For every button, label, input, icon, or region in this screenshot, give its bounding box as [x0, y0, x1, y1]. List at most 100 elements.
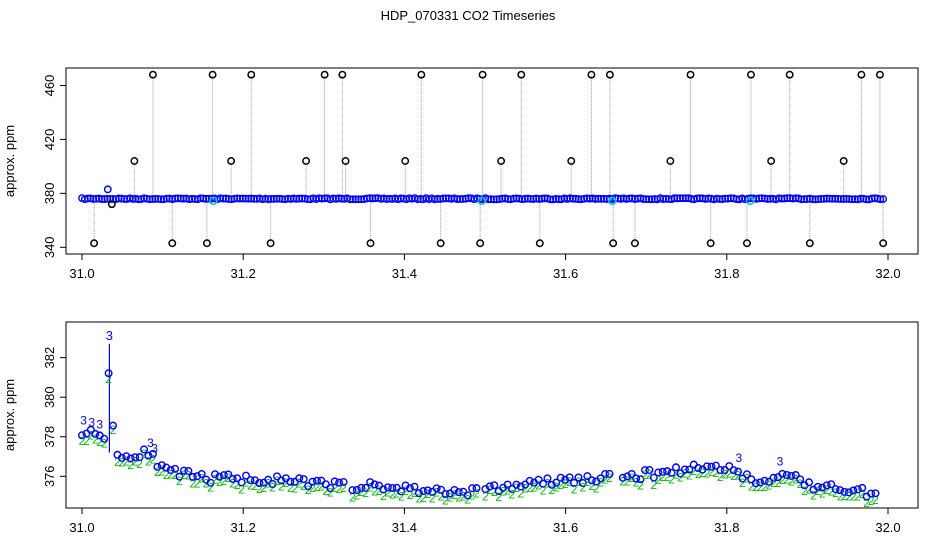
baseline-point	[856, 194, 865, 203]
baseline-point	[879, 195, 888, 203]
series-3-point	[756, 478, 765, 487]
series-2-mark: 2	[327, 485, 334, 499]
series-2-mark: 2	[176, 474, 183, 488]
series-3-point	[658, 467, 667, 476]
baseline-point	[834, 194, 842, 203]
series-2-mark: 2	[256, 482, 263, 496]
series-2-mark: 2	[642, 468, 649, 482]
y-axis-label: approx. ppm	[2, 379, 17, 451]
baseline-point	[662, 194, 670, 203]
series-2-mark: 2	[433, 486, 440, 500]
baseline-point	[639, 195, 648, 203]
baseline-point	[365, 194, 374, 203]
series-2-mark: 2	[287, 481, 294, 495]
series-3-point	[348, 486, 357, 495]
baseline-point	[535, 195, 543, 203]
baseline-point	[430, 195, 439, 204]
series-3-point	[104, 369, 113, 378]
baseline-point	[439, 194, 447, 203]
baseline-point	[820, 194, 828, 203]
series-3-point	[645, 465, 654, 474]
series-3-point	[649, 473, 658, 482]
spike-point	[208, 70, 217, 79]
baseline-point	[757, 194, 766, 203]
baseline-point	[117, 194, 126, 203]
series-3-point	[858, 483, 867, 492]
series-3-mark: 3	[106, 328, 113, 343]
series-2-mark: 2	[854, 490, 861, 504]
series-2-mark: 2	[584, 475, 591, 489]
spike-point	[879, 239, 888, 248]
series-2-mark: 2	[367, 481, 374, 495]
baseline-point	[814, 195, 823, 204]
baseline-point	[523, 194, 532, 203]
series-3-point	[618, 473, 627, 482]
series-2-mark: 2	[637, 478, 644, 492]
series-2-mark: 2	[145, 455, 152, 469]
series-2-mark: 2	[846, 490, 853, 504]
series-3-point	[583, 472, 592, 481]
series-2-mark: 2	[797, 477, 804, 491]
series-2-mark: 2	[801, 484, 808, 498]
series-3-point	[694, 464, 703, 473]
series-3-point	[853, 485, 862, 494]
cyan-point	[745, 196, 755, 206]
series-3-point	[175, 472, 184, 481]
baseline-point	[174, 194, 182, 203]
baseline-point	[300, 194, 309, 203]
series-3-point	[197, 470, 206, 479]
baseline-point	[687, 194, 696, 203]
spike-point	[605, 70, 614, 79]
baseline-point	[526, 195, 535, 203]
x-tick-label: 31.4	[392, 266, 417, 281]
baseline-point	[151, 195, 160, 203]
series-2-mark: 2	[744, 472, 751, 486]
baseline-point	[788, 194, 797, 203]
y-tick-label: 460	[42, 75, 57, 97]
series-2-mark: 2	[593, 482, 600, 496]
baseline-point	[185, 195, 194, 204]
x-tick-label: 32.0	[875, 520, 900, 535]
series-2-mark: 2	[659, 470, 666, 484]
baseline-point	[568, 194, 577, 203]
series-2-mark: 2	[336, 482, 343, 496]
series-3-point	[140, 445, 149, 454]
x-tick-label: 31.0	[69, 266, 94, 281]
series-3-point	[636, 475, 645, 484]
series-2-mark: 2	[247, 478, 254, 492]
baseline-point	[817, 195, 826, 203]
series-2-mark: 2	[460, 489, 467, 503]
series-2-mark: 2	[553, 481, 560, 495]
series-3-point	[490, 481, 499, 490]
series-2-mark: 2	[331, 481, 338, 495]
series-3-point	[844, 488, 853, 497]
series-3-point	[725, 462, 734, 471]
baseline-point	[148, 195, 157, 203]
series-3-point	[751, 479, 760, 488]
series-3-point	[330, 477, 339, 486]
series-2-mark: 2	[531, 480, 538, 494]
series-3-point	[419, 487, 428, 496]
baseline-point	[244, 194, 253, 203]
series-2-mark: 2	[535, 478, 542, 492]
y-tick-label: 420	[42, 129, 57, 151]
series-3-point	[747, 475, 756, 484]
baseline-point	[566, 194, 574, 203]
series-3-point	[423, 486, 432, 495]
baseline-point	[142, 194, 151, 203]
baseline-point	[549, 195, 558, 204]
series-2-mark: 2	[291, 481, 298, 495]
baseline-point	[100, 195, 109, 203]
series-2-mark: 2	[371, 484, 378, 498]
series-3-point	[406, 484, 415, 493]
series-2-mark: 2	[243, 476, 250, 490]
series-2-mark: 2	[779, 473, 786, 487]
spike-point	[630, 239, 639, 248]
series-2-mark: 2	[123, 455, 130, 469]
series-2-mark: 2	[469, 489, 476, 503]
series-2-mark: 2	[114, 455, 121, 469]
spike-point	[320, 70, 329, 79]
series-2-mark: 2	[473, 487, 480, 501]
series-2-mark: 2	[557, 478, 564, 492]
baseline-point	[92, 194, 101, 203]
